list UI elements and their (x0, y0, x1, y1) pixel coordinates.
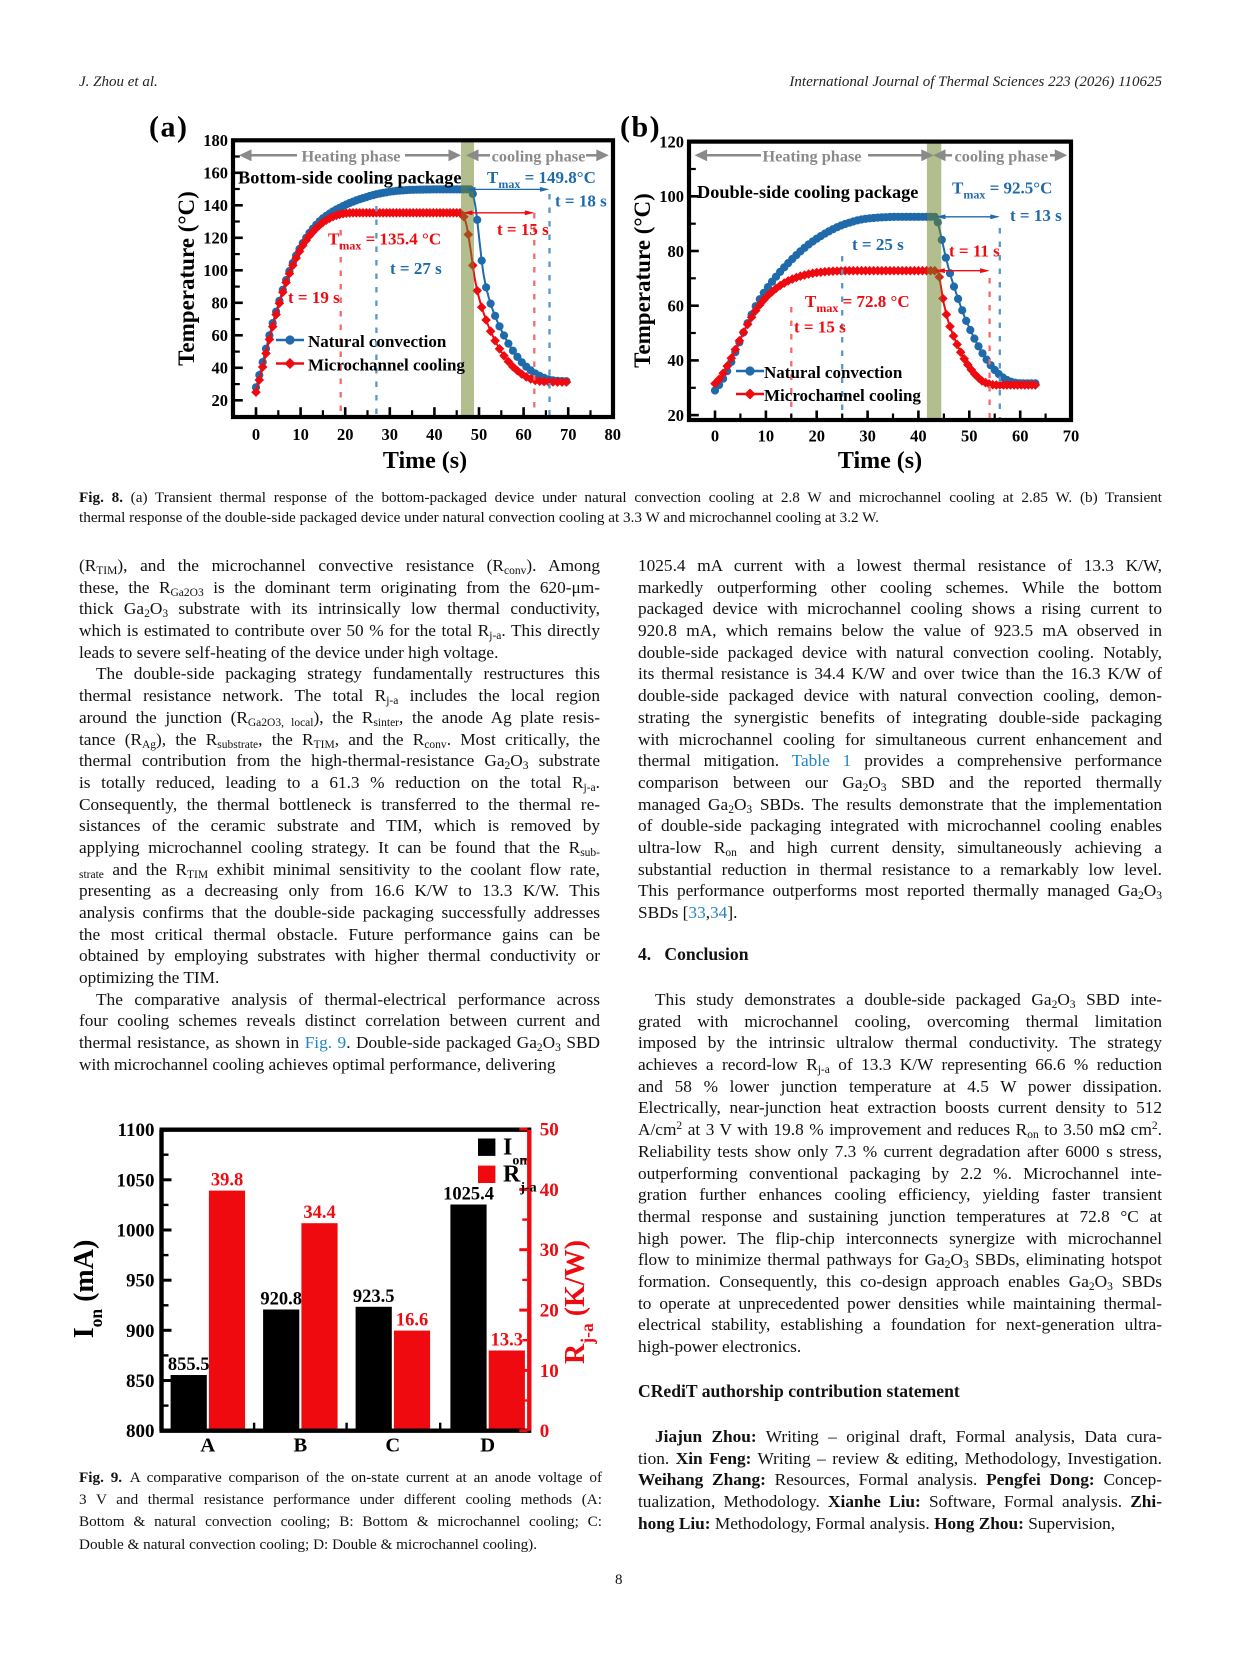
svg-text:A: A (200, 1435, 215, 1457)
svg-text:60: 60 (515, 425, 532, 444)
svg-text:Microchannel cooling: Microchannel cooling (308, 356, 465, 375)
svg-text:t = 13 s: t = 13 s (1010, 206, 1062, 225)
svg-text:t = 15 s: t = 15 s (497, 220, 549, 239)
svg-text:30: 30 (540, 1240, 559, 1261)
svg-text:cooling phase: cooling phase (492, 147, 586, 166)
svg-text:10: 10 (292, 425, 309, 444)
svg-text:t = 11 s: t = 11 s (949, 242, 1000, 261)
svg-text:30: 30 (859, 427, 876, 446)
svg-text:60: 60 (212, 326, 229, 345)
svg-text:80: 80 (605, 425, 622, 444)
svg-text:1000: 1000 (117, 1221, 155, 1242)
svg-text:1100: 1100 (118, 1120, 155, 1141)
svg-text:10: 10 (758, 427, 775, 446)
svg-text:20: 20 (808, 427, 825, 446)
svg-text:Ion (mA): Ion (mA) (70, 1240, 106, 1339)
svg-text:39.8: 39.8 (211, 1171, 243, 1191)
svg-text:Temperature (°C): Temperature (°C) (174, 191, 199, 366)
svg-text:t = 18 s: t = 18 s (555, 192, 607, 211)
svg-text:100: 100 (659, 187, 684, 206)
svg-text:60: 60 (1012, 427, 1028, 446)
svg-text:Tmax = 92.5°C: Tmax = 92.5°C (952, 179, 1052, 202)
svg-text:Rj-a (K/W): Rj-a (K/W) (560, 1240, 597, 1364)
svg-text:30: 30 (382, 425, 399, 444)
svg-text:100: 100 (203, 261, 228, 280)
svg-text:0: 0 (711, 427, 719, 446)
svg-text:140: 140 (203, 196, 228, 215)
svg-text:20: 20 (212, 391, 229, 410)
svg-text:t = 25 s: t = 25 s (852, 235, 904, 254)
svg-text:Natural convection: Natural convection (308, 332, 447, 351)
svg-text:80: 80 (212, 294, 229, 313)
svg-text:Time (s): Time (s) (383, 448, 467, 474)
svg-text:t = 15 s: t = 15 s (794, 318, 846, 337)
svg-text:120: 120 (203, 229, 228, 248)
svg-text:Tmax = 135.4 °C: Tmax = 135.4 °C (328, 230, 441, 253)
svg-text:180: 180 (203, 131, 228, 150)
svg-text:160: 160 (203, 164, 228, 183)
svg-text:50: 50 (471, 425, 488, 444)
svg-text:70: 70 (560, 425, 577, 444)
svg-text:40: 40 (212, 359, 229, 378)
svg-text:Natural convection: Natural convection (764, 363, 903, 382)
svg-text:10: 10 (540, 1361, 559, 1382)
svg-text:(b): (b) (620, 111, 661, 144)
svg-text:B: B (293, 1435, 307, 1457)
svg-text:Temperature (°C): Temperature (°C) (630, 193, 655, 368)
svg-text:40: 40 (426, 425, 443, 444)
svg-text:800: 800 (126, 1421, 155, 1442)
svg-text:C: C (385, 1435, 400, 1457)
svg-text:40: 40 (668, 351, 685, 370)
svg-text:13.3: 13.3 (491, 1331, 523, 1351)
svg-text:50: 50 (961, 427, 978, 446)
svg-text:850: 850 (126, 1371, 155, 1392)
svg-text:t = 19 s: t = 19 s (288, 288, 340, 307)
svg-text:Bottom-side cooling package: Bottom-side cooling package (238, 168, 461, 188)
svg-text:60: 60 (668, 297, 685, 316)
svg-text:Time (s): Time (s) (838, 448, 922, 474)
svg-text:20: 20 (337, 425, 354, 444)
svg-text:950: 950 (126, 1271, 155, 1292)
svg-text:1050: 1050 (117, 1170, 155, 1191)
svg-text:Heating phase: Heating phase (762, 147, 861, 166)
svg-text:40: 40 (540, 1180, 559, 1201)
svg-text:20: 20 (540, 1301, 559, 1322)
svg-text:16.6: 16.6 (396, 1311, 428, 1331)
svg-text:34.4: 34.4 (303, 1203, 335, 1223)
svg-text:Rj-a: Rj-a (503, 1162, 537, 1196)
svg-text:Double-side cooling package: Double-side cooling package (697, 182, 918, 202)
svg-text:D: D (480, 1435, 495, 1457)
svg-text:80: 80 (668, 242, 685, 261)
svg-text:0: 0 (540, 1421, 550, 1442)
svg-text:40: 40 (910, 427, 927, 446)
svg-text:900: 900 (126, 1321, 155, 1342)
svg-text:20: 20 (668, 406, 685, 425)
svg-text:Microchannel cooling: Microchannel cooling (764, 386, 921, 405)
svg-text:1025.4: 1025.4 (443, 1185, 494, 1205)
svg-text:855.5: 855.5 (168, 1355, 210, 1375)
svg-text:Heating phase: Heating phase (301, 147, 400, 166)
svg-text:(a): (a) (149, 111, 188, 144)
svg-text:70: 70 (1063, 427, 1080, 446)
svg-text:120: 120 (659, 132, 684, 151)
svg-text:920.8: 920.8 (260, 1290, 302, 1310)
svg-text:50: 50 (540, 1120, 559, 1141)
svg-text:0: 0 (252, 425, 260, 444)
svg-text:Tmax = 72.8 °C: Tmax = 72.8 °C (805, 292, 910, 315)
svg-text:923.5: 923.5 (353, 1287, 395, 1307)
svg-text:t = 27 s: t = 27 s (390, 259, 442, 278)
svg-text:cooling phase: cooling phase (954, 147, 1048, 166)
